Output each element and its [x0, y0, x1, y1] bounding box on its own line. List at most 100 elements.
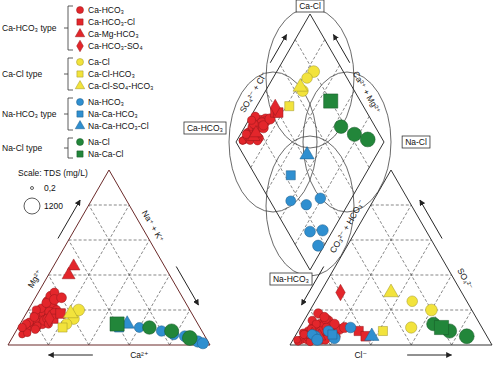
diamond-point — [313, 240, 324, 251]
diamond-point — [315, 193, 326, 204]
facies-labels: Ca-ClCa-HCO₃Na-ClNa-HCO₃ — [184, 0, 430, 285]
anion-point — [345, 322, 356, 333]
cation-point — [165, 324, 179, 338]
diamond-point — [270, 99, 279, 115]
diamond-point — [334, 120, 348, 134]
grid-line — [295, 40, 369, 168]
legend-swatch — [75, 121, 84, 129]
anion-point — [426, 304, 438, 316]
anion-point — [328, 330, 338, 340]
cation-point — [62, 268, 75, 279]
cation-point — [18, 323, 26, 331]
cation-point — [143, 321, 157, 335]
chart-root: Mg²⁺Na⁺ + K⁺Ca²⁺CO₃²⁻ + HCO₃⁻SO₄²⁻Cl⁻SO₄… — [0, 0, 500, 368]
grid-line — [251, 40, 325, 168]
facies-label: Ca-Cl — [296, 0, 324, 12]
diamond-point — [317, 225, 328, 236]
size-legend-title: Scale: TDS (mg/L) — [18, 168, 88, 178]
cation-point — [63, 305, 78, 318]
legend-label: Ca-Mg-HCO₃ — [88, 29, 139, 39]
facies-ellipse — [229, 72, 317, 212]
legend-label: Na-Ca-HCO₃-Cl — [88, 121, 149, 131]
diamond-point — [286, 196, 296, 206]
legend-swatch — [77, 139, 84, 146]
legend-brace — [64, 98, 73, 130]
facies-label: Ca-HCO₃ — [184, 122, 226, 134]
grid-line — [69, 240, 150, 241]
legend-label: Ca-HCO₃-SO₄ — [88, 41, 143, 51]
facies-label: Na-HCO₃ — [270, 273, 312, 285]
axis-label: Na⁺ + K⁺ — [140, 209, 166, 244]
axis-outline — [236, 14, 384, 270]
legend-label: Ca-Cl-SO₄-HCO₃ — [88, 81, 154, 91]
legend-swatch — [77, 19, 83, 25]
facies-box — [184, 122, 226, 134]
legend-brace — [64, 58, 73, 90]
diamond-point — [249, 126, 262, 137]
grid-line — [89, 240, 150, 345]
anion-point — [406, 322, 417, 333]
axis-labels: Mg²⁺Na⁺ + K⁺Ca²⁺CO₃²⁻ + HCO₃⁻SO₄²⁻Cl⁻SO₄… — [26, 35, 476, 360]
axis-arrow — [48, 355, 92, 356]
anion-point — [294, 336, 301, 343]
axis-label: SO₄²⁻ + Cl⁻ — [238, 70, 269, 114]
anion-point — [336, 284, 345, 300]
diamond-point — [302, 73, 313, 84]
legend-brace — [64, 6, 73, 50]
axis-arrow — [176, 267, 198, 306]
legend-label: Na-Ca-HCO₃ — [88, 109, 138, 119]
legend-label: Na-Ca-Cl — [88, 149, 124, 159]
legend-swatch — [75, 81, 84, 89]
grid-line — [295, 116, 369, 244]
grid — [28, 40, 472, 345]
grid-line — [69, 240, 130, 345]
size-legend-label: 0,2 — [44, 183, 56, 193]
facies-ellipses — [229, 8, 391, 276]
grid-line — [280, 65, 354, 193]
facies-text: Ca-Cl — [299, 1, 321, 11]
size-legend-label: 1200 — [44, 201, 63, 211]
diamond-point — [360, 132, 375, 147]
facies-text: Ca-HCO₃ — [187, 123, 223, 133]
axis-arrow — [302, 267, 324, 306]
diamond-point — [286, 171, 295, 180]
diamond-point — [301, 200, 311, 210]
anion-point — [320, 312, 329, 321]
grid-line — [89, 205, 129, 206]
grid-line — [330, 275, 451, 276]
axis-arrow — [420, 200, 442, 239]
grid-line — [371, 205, 411, 206]
diamond-point — [285, 102, 294, 111]
legend-label: Ca-Cl — [88, 57, 110, 67]
axis-label: Cl⁻ — [354, 350, 367, 360]
cation-point — [110, 317, 124, 331]
grid-line — [129, 275, 169, 345]
legend: Ca-HCO₃Ca-HCO₃-ClCa-Mg-HCO₃Ca-HCO₃-SO₄Ca… — [2, 5, 154, 159]
diamond-point — [300, 147, 314, 159]
cation-point — [197, 338, 208, 349]
anion-point — [384, 284, 399, 297]
legend-swatch — [77, 7, 84, 14]
piper-chart: Mg²⁺Na⁺ + K⁺Ca²⁺CO₃²⁻ + HCO₃⁻SO₄²⁻Cl⁻SO₄… — [0, 0, 500, 368]
anion-point — [378, 326, 387, 335]
grid-line — [351, 240, 432, 241]
cation-point — [31, 325, 39, 333]
axis-arrow — [333, 35, 349, 63]
facies-text: Na-HCO₃ — [273, 274, 309, 284]
anion-point — [365, 328, 379, 340]
legend-group-label: Ca-Cl type — [2, 69, 42, 79]
legend-swatch — [77, 111, 83, 117]
legend-swatch — [77, 71, 83, 77]
facies-ellipse — [303, 72, 391, 212]
axis-label: Mg²⁺ — [26, 268, 44, 290]
outlines — [8, 14, 492, 345]
legend-swatch — [77, 40, 84, 52]
size-legend-circle — [24, 198, 40, 214]
legend-label: Ca-Cl-HCO₃ — [88, 69, 135, 79]
axis-outline — [290, 170, 492, 345]
axis-label: Ca²⁺ — [130, 350, 148, 360]
diamond-point — [248, 116, 256, 124]
legend-swatch — [77, 151, 83, 157]
cation-point — [182, 331, 197, 346]
cation-point — [45, 311, 54, 327]
